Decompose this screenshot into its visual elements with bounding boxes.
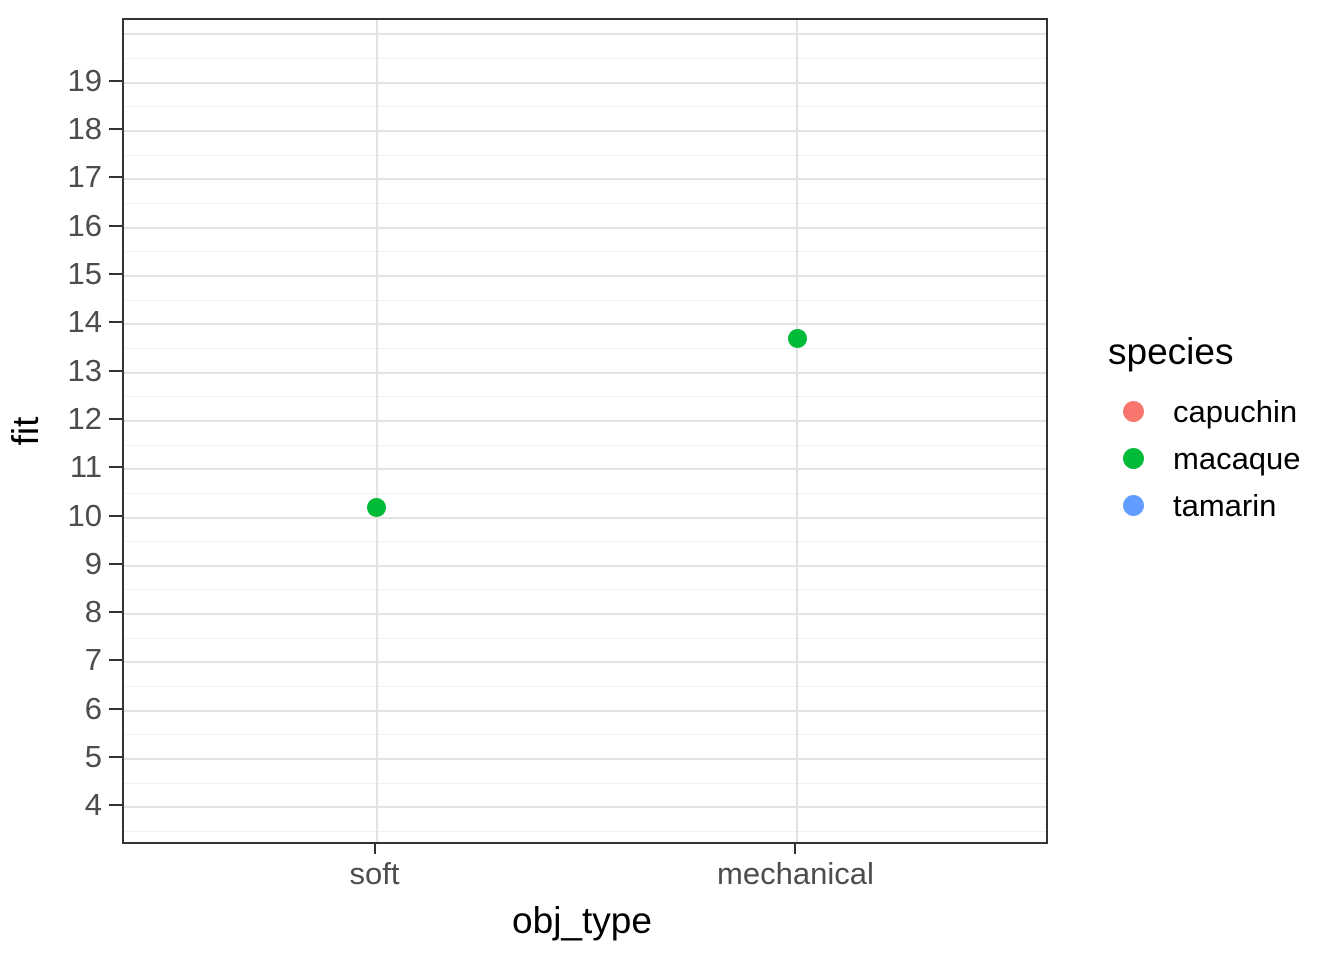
gridline-minor-y — [124, 686, 1046, 688]
y-tick-label: 12 — [67, 400, 102, 436]
gridline-minor-y — [124, 541, 1046, 543]
legend-item: tamarin — [1108, 482, 1301, 529]
y-tick — [109, 321, 122, 324]
y-tick-label: 18 — [67, 111, 102, 147]
legend-item-label: tamarin — [1173, 487, 1277, 523]
y-tick — [109, 369, 122, 372]
gridline-major-y — [124, 419, 1046, 422]
y-tick — [109, 176, 122, 179]
legend-title: species — [1108, 331, 1234, 372]
y-tick — [109, 804, 122, 807]
gridline-major-y — [124, 564, 1046, 567]
x-tick — [794, 844, 797, 854]
gridline-minor-y — [124, 396, 1046, 398]
x-tick-label: soft — [349, 856, 400, 891]
gridline-major-y — [124, 758, 1046, 761]
y-tick-label: 17 — [67, 159, 102, 195]
gridline-major-y — [124, 323, 1046, 326]
y-tick-label: 13 — [67, 352, 102, 388]
gridline-major-y — [124, 709, 1046, 712]
y-tick-label: 14 — [67, 304, 102, 340]
y-tick-label: 6 — [84, 690, 102, 726]
gridline-major-y — [124, 81, 1046, 84]
gridline-major-y — [124, 33, 1046, 36]
legend-key-dot — [1123, 448, 1144, 469]
y-tick — [109, 466, 122, 469]
gridline-major-x — [796, 20, 799, 842]
y-tick-label: 15 — [67, 256, 102, 291]
y-tick-label: 16 — [67, 207, 102, 243]
gridline-minor-y — [124, 444, 1046, 446]
gridline-minor-y — [124, 58, 1046, 60]
legend-items: capuchin macaque tamarin — [1108, 388, 1301, 529]
plot-panel — [122, 18, 1048, 844]
y-tick-label: 7 — [84, 642, 102, 678]
x-axis-title: obj_type — [512, 900, 652, 941]
gridline-major-y — [124, 371, 1046, 374]
data-point — [367, 498, 387, 518]
x-tick — [373, 844, 376, 854]
gridline-minor-y — [124, 203, 1046, 205]
gridline-minor-y — [124, 154, 1046, 156]
y-tick-label: 19 — [67, 62, 102, 98]
gridline-minor-y — [124, 637, 1046, 639]
y-tick — [109, 128, 122, 131]
gridline-major-y — [124, 613, 1046, 616]
y-tick — [109, 659, 122, 662]
gridline-major-y — [124, 178, 1046, 181]
gridline-minor-y — [124, 251, 1046, 253]
legend-key-dot — [1123, 495, 1144, 516]
gridline-major-y — [124, 516, 1046, 519]
y-tick-label: 8 — [84, 594, 102, 630]
x-tick-label: mechanical — [717, 856, 874, 891]
gridline-major-y — [124, 226, 1046, 229]
gridline-minor-y — [124, 492, 1046, 494]
legend-item-label: macaque — [1173, 440, 1301, 476]
legend-item: macaque — [1108, 435, 1301, 482]
gridline-minor-y — [124, 589, 1046, 591]
legend-item-label: capuchin — [1173, 393, 1298, 429]
gridline-major-y — [124, 806, 1046, 809]
gridline-major-x — [375, 20, 378, 842]
y-tick — [109, 273, 122, 275]
legend: species capuchin macaque tamarin — [1108, 330, 1301, 529]
y-tick-label: 5 — [84, 739, 102, 775]
y-tick — [109, 79, 122, 82]
y-tick — [109, 756, 122, 759]
y-tick-label: 10 — [67, 497, 102, 533]
gridline-minor-y — [124, 831, 1046, 832]
gridline-minor-y — [124, 299, 1046, 301]
data-point — [787, 329, 807, 349]
y-tick-label: 9 — [84, 545, 102, 581]
y-tick — [109, 514, 122, 517]
gridline-minor-y — [124, 782, 1046, 784]
gridline-major-y — [124, 275, 1046, 277]
y-tick-label: 11 — [69, 449, 102, 485]
legend-key-dot — [1123, 401, 1144, 422]
y-tick-label: 4 — [84, 787, 102, 823]
y-tick — [109, 611, 122, 614]
y-tick — [109, 224, 122, 227]
y-tick — [109, 707, 122, 710]
gridline-minor-y — [124, 106, 1046, 108]
y-tick — [109, 417, 122, 420]
gridline-minor-y — [124, 347, 1046, 349]
gridline-major-y — [124, 468, 1046, 471]
y-tick — [109, 562, 122, 565]
gridline-major-y — [124, 130, 1046, 133]
gridline-minor-y — [124, 734, 1046, 736]
legend-item: capuchin — [1108, 388, 1301, 435]
gridline-major-y — [124, 661, 1046, 664]
